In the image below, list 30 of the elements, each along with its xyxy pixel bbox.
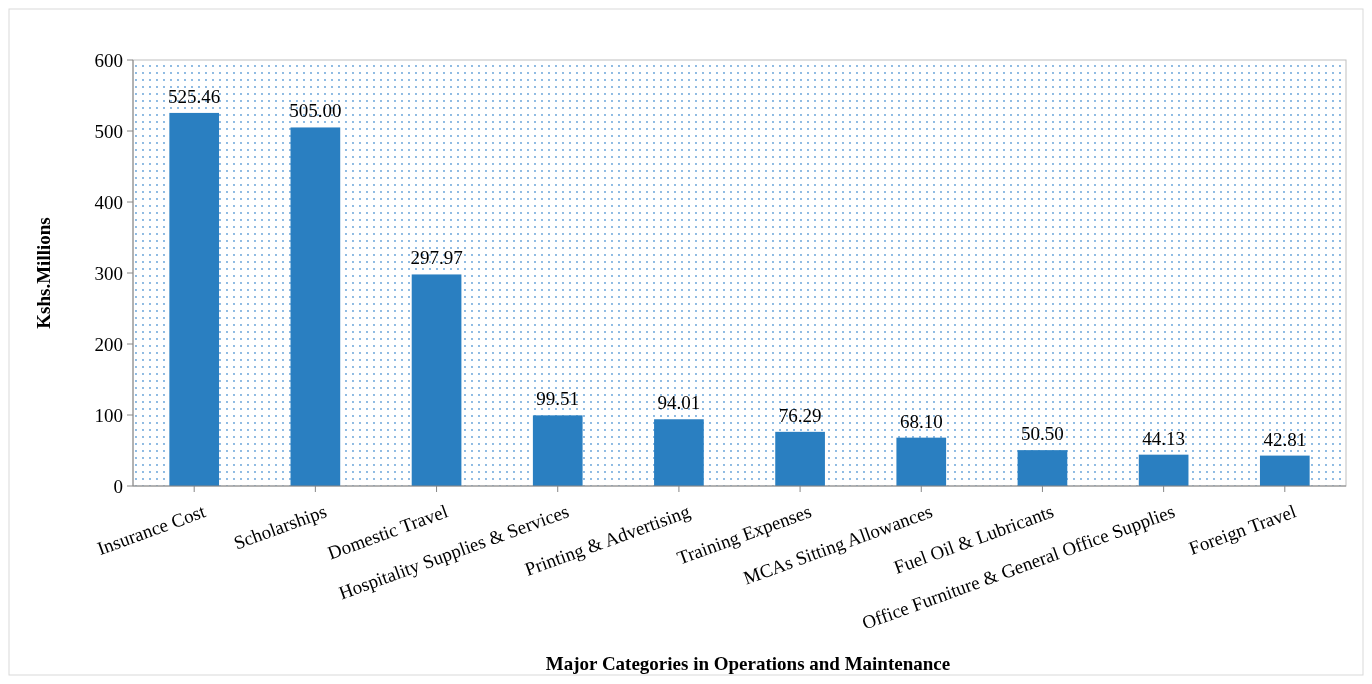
x-axis-title: Major Categories in Operations and Maintenance — [545, 653, 951, 674]
data-label: 50.50 — [1021, 423, 1064, 445]
data-label: 94.01 — [657, 392, 701, 414]
data-label: 99.51 — [536, 388, 580, 410]
bar — [532, 415, 583, 486]
bar — [896, 437, 947, 486]
y-tick-label: 300 — [94, 262, 123, 284]
data-label: 76.29 — [778, 404, 822, 426]
data-label: 68.10 — [899, 410, 943, 432]
bar — [1259, 455, 1310, 486]
bar — [411, 274, 462, 486]
data-label: 505.00 — [289, 100, 342, 122]
y-tick-label: 0 — [113, 475, 123, 497]
bar — [775, 431, 825, 486]
y-tick-label: 100 — [94, 404, 123, 426]
bar — [654, 419, 704, 486]
bar — [290, 127, 341, 486]
data-label: 42.81 — [1263, 428, 1307, 450]
y-tick-label: 500 — [94, 120, 123, 142]
bar — [169, 112, 220, 486]
y-tick-label: 200 — [94, 333, 123, 355]
y-tick-label: 400 — [94, 191, 123, 213]
data-label: 44.13 — [1142, 427, 1185, 449]
data-label: 297.97 — [410, 247, 463, 269]
data-label: 525.46 — [168, 85, 221, 107]
bar — [1138, 454, 1189, 486]
y-tick-label: 600 — [94, 49, 123, 71]
x-tick-label: Foreign Travel — [1185, 500, 1299, 559]
y-axis-title: Kshs.Millions — [33, 217, 54, 329]
bar — [1017, 450, 1068, 486]
